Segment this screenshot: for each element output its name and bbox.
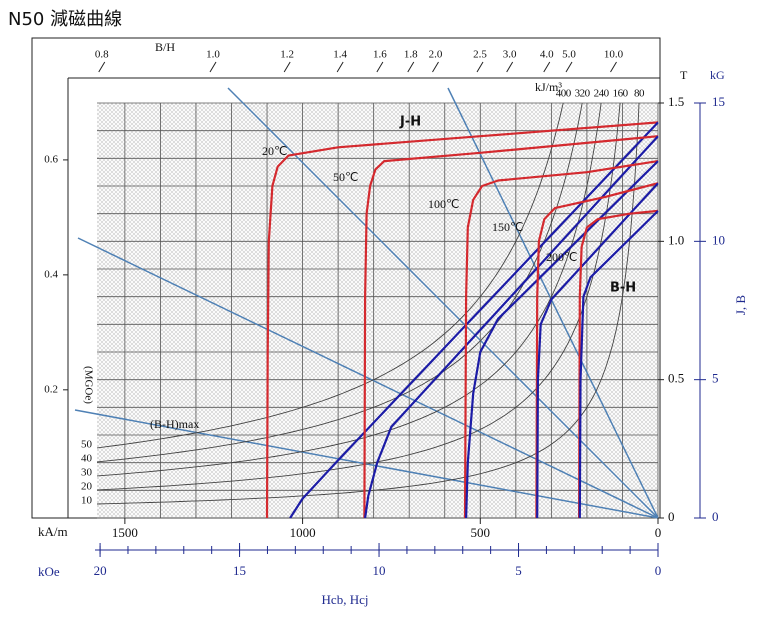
energy-curve	[97, 103, 583, 463]
y2-tick-label: 0	[712, 509, 719, 524]
y-tick-label: 0	[668, 509, 675, 524]
mgoe-tick-label: 30	[81, 466, 93, 478]
y2-unit: kG	[710, 68, 725, 82]
x2-tick-label: 10	[373, 563, 386, 578]
top-tick	[376, 61, 384, 73]
x-unit: kA/m	[38, 524, 68, 539]
top-tick-label: 1.2	[280, 49, 294, 61]
top-tick-label: 5.0	[562, 49, 576, 61]
bh-label: B-H	[610, 281, 636, 296]
y-tick-label: 1.0	[668, 232, 684, 247]
top-tick-label: 1.6	[373, 49, 387, 61]
top-tick-label: 4.0	[540, 49, 554, 61]
mgoe-tick-label: 10	[81, 495, 93, 507]
curve	[265, 121, 659, 519]
y2-tick-label: 15	[712, 94, 725, 109]
top-tick	[283, 61, 291, 73]
top-tick	[432, 61, 439, 73]
top-tick	[565, 61, 573, 73]
temperature-label: 100℃	[428, 197, 459, 211]
top-tick-label: 10.0	[604, 49, 624, 61]
top-tick	[336, 61, 344, 73]
x2-tick-label: 5	[515, 563, 522, 578]
top-tick-label: 1.4	[333, 49, 347, 61]
top-tick	[610, 61, 617, 73]
curve	[578, 210, 659, 519]
y-label: J, B	[733, 295, 748, 316]
curve	[463, 160, 659, 519]
x-label: Hcb, Hcj	[322, 592, 369, 607]
y-unit: T	[680, 68, 688, 82]
curve	[536, 182, 659, 519]
x2-tick-label: 15	[233, 563, 246, 578]
x2-tick-label: 20	[94, 563, 107, 578]
energy-label: 320	[575, 88, 591, 100]
curve	[363, 135, 659, 519]
top-tick	[543, 61, 551, 73]
chart-title: N50 減磁曲線	[8, 9, 122, 30]
top-tick-label: 2.0	[429, 49, 443, 61]
mgoe-tick-label: 50	[81, 438, 93, 450]
y-tick-label: 1.5	[668, 94, 684, 109]
x-tick-label: 500	[471, 525, 491, 540]
curve	[465, 160, 659, 519]
top-tick-label: 0.8	[95, 49, 109, 61]
y-tick-label: 0.5	[668, 371, 684, 386]
y2-tick-label: 10	[712, 232, 725, 247]
mgoe-tick-label: 40	[81, 452, 93, 464]
curve	[364, 135, 659, 519]
energy-curve	[97, 103, 564, 449]
top-tick-label: 1.0	[206, 49, 220, 61]
x-tick-label: 1000	[290, 525, 316, 540]
y2-tick-label: 5	[712, 371, 719, 386]
top-tick-label: 2.5	[473, 49, 487, 61]
energy-curve	[97, 103, 602, 477]
mgoe-tick-label: 20	[81, 480, 93, 492]
energy-unit: kJ/m³	[535, 80, 562, 94]
temperature-label: 50℃	[333, 170, 358, 184]
temperature-label: 200℃	[546, 250, 577, 264]
energy-curve	[97, 103, 621, 491]
curve	[578, 209, 659, 519]
energy-label: 160	[613, 88, 629, 100]
curve	[535, 182, 659, 519]
y3-tick-label: 0.6	[44, 153, 58, 165]
y3-tick-label: 0.2	[44, 383, 58, 395]
top-tick	[407, 61, 415, 73]
top-tick	[209, 61, 217, 73]
top-tick	[476, 61, 484, 73]
x-tick-label: 1500	[112, 525, 138, 540]
temperature-label: 20℃	[262, 144, 287, 158]
x2-tick-label: 0	[655, 563, 662, 578]
energy-curve	[97, 103, 640, 505]
top-tick-label: 3.0	[503, 49, 517, 61]
bhmax-label: (B-H)max	[150, 417, 199, 431]
plot-area	[97, 103, 658, 518]
top-tick	[98, 61, 106, 73]
top-tick	[506, 61, 514, 73]
x2-unit: kOe	[38, 564, 60, 579]
top-axis-label: B/H	[155, 40, 175, 54]
y3-tick-label: 0.4	[44, 268, 58, 280]
energy-label: 80	[634, 88, 645, 100]
x-tick-label: 0	[655, 525, 662, 540]
energy-label: 400	[556, 88, 572, 100]
energy-curves	[97, 103, 640, 505]
jh-label: J-H	[399, 115, 421, 130]
temperature-label: 150℃	[492, 220, 523, 234]
mgoe-label: (MGOe)	[82, 366, 94, 404]
energy-label: 240	[594, 88, 610, 100]
top-tick-label: 1.8	[404, 49, 418, 61]
